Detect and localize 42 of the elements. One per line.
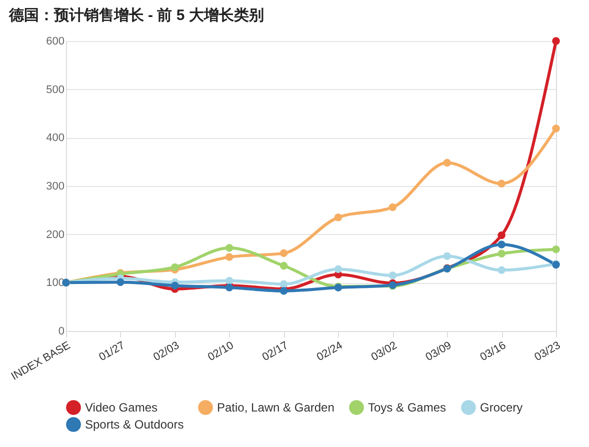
y-tick-label: 500 xyxy=(46,84,64,96)
point xyxy=(116,278,124,286)
point xyxy=(388,203,397,212)
point xyxy=(225,244,234,252)
y-tick-label: 0 xyxy=(58,326,64,338)
legend-label: Toys & Games xyxy=(368,400,446,415)
x-tick-label: 03/09 xyxy=(424,340,454,364)
point xyxy=(280,249,288,258)
legend-label: Patio, Lawn & Garden xyxy=(217,400,334,415)
point xyxy=(498,250,506,258)
x-tick-label: 03/16 xyxy=(478,340,508,364)
y-tick-label: 600 xyxy=(46,36,64,48)
point xyxy=(498,266,506,274)
point xyxy=(225,276,234,285)
point xyxy=(443,252,451,260)
x-tick-label: 02/10 xyxy=(206,340,236,364)
point xyxy=(280,280,288,288)
x-tick-label: 02/24 xyxy=(314,340,345,364)
point xyxy=(388,272,397,280)
legend-label: Sports & Outdoors xyxy=(85,418,184,432)
point xyxy=(498,240,506,248)
point xyxy=(443,158,451,167)
point xyxy=(225,253,234,261)
point xyxy=(280,262,288,270)
y-tick-label: 300 xyxy=(46,180,64,192)
point xyxy=(498,231,506,240)
point xyxy=(498,180,506,188)
point xyxy=(171,263,179,272)
legend-label: Grocery xyxy=(480,400,523,415)
x-tick-label: 03/02 xyxy=(369,340,400,364)
chart-title: 德国：预计销售增长 - 前 5 大增长类别 xyxy=(8,7,264,24)
point xyxy=(552,124,560,132)
point xyxy=(334,214,342,222)
point xyxy=(334,265,342,273)
legend-label: Video Games xyxy=(85,400,158,415)
point xyxy=(552,37,560,45)
x-tick-label: 03/23 xyxy=(532,340,562,364)
point xyxy=(552,245,560,254)
y-tick-label: 200 xyxy=(46,228,64,241)
x-tick-label: 02/03 xyxy=(152,340,182,364)
point xyxy=(171,282,179,290)
y-tick-label: 400 xyxy=(46,132,64,144)
